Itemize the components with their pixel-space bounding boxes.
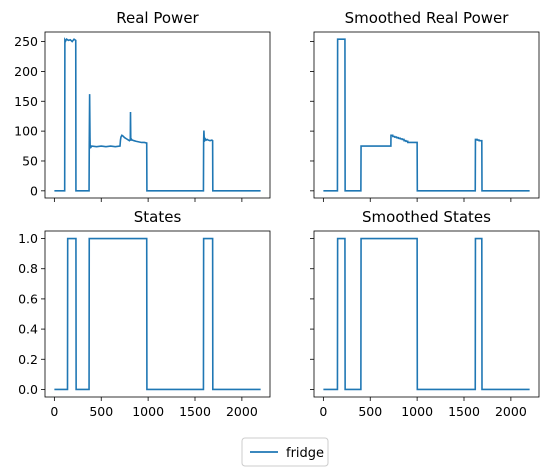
smoothed-real-power-axes-frame (313, 31, 540, 199)
states-y-tick-label: 0.8 (18, 261, 38, 276)
states-title: States (134, 208, 182, 226)
states-x-tick-label: 1000 (132, 404, 164, 419)
states-x-tick-label: 500 (89, 404, 113, 419)
smoothed-states-x-tick-label: 1500 (448, 404, 480, 419)
states-x-tick-label: 1500 (179, 404, 211, 419)
states-y-tick-label: 0.6 (18, 291, 38, 306)
states-y-tick-label: 1.0 (18, 231, 38, 246)
smoothed-states-series-fridge (323, 237, 530, 391)
real-power-y-tick-label: 150 (14, 94, 38, 109)
real-power-series-fridge (54, 36, 261, 192)
subplot-smoothed-states: Smoothed States 0 500 1000 1500 2000 (310, 208, 540, 419)
smoothed-states-x-tick-label: 0 (319, 404, 327, 419)
smoothed-states-title: Smoothed States (362, 208, 491, 226)
legend-label-fridge: fridge (286, 446, 324, 461)
real-power-axes-frame (44, 31, 271, 199)
legend-box (241, 437, 329, 467)
smoothed-real-power-series-fridge (323, 38, 530, 192)
states-x-tick-label: 0 (50, 404, 58, 419)
subplot-smoothed-real-power: Smoothed Real Power (310, 9, 540, 202)
real-power-y-tick-label: 200 (14, 64, 38, 79)
smoothed-states-x-tick-label: 1000 (401, 404, 433, 419)
states-x-tick-label: 2000 (226, 404, 258, 419)
real-power-y-tick-label: 250 (14, 34, 38, 49)
real-power-title: Real Power (116, 9, 199, 27)
real-power-y-tick-label: 0 (30, 183, 38, 198)
smoothed-states-axes-frame (313, 230, 540, 398)
states-axes-frame (44, 230, 271, 398)
real-power-y-tick-label: 100 (14, 124, 38, 139)
smoothed-states-x-tick-label: 2000 (495, 404, 527, 419)
smoothed-states-x-tick-label: 500 (358, 404, 382, 419)
legend: fridge (241, 437, 329, 467)
states-y-tick-label: 0.0 (18, 382, 38, 397)
subplot-states: States 0 500 1000 1500 2000 0.0 0.2 0.4 0.6 0.8 1.0 (18, 208, 271, 419)
smoothed-real-power-title: Smoothed Real Power (345, 9, 510, 27)
states-y-tick-label: 0.2 (18, 352, 38, 367)
subplot-real-power: Real Power 0 50 100 150 200 250 (14, 9, 271, 202)
states-series-fridge (54, 237, 261, 391)
real-power-y-tick-label: 50 (22, 153, 38, 168)
states-y-tick-label: 0.4 (18, 322, 38, 337)
